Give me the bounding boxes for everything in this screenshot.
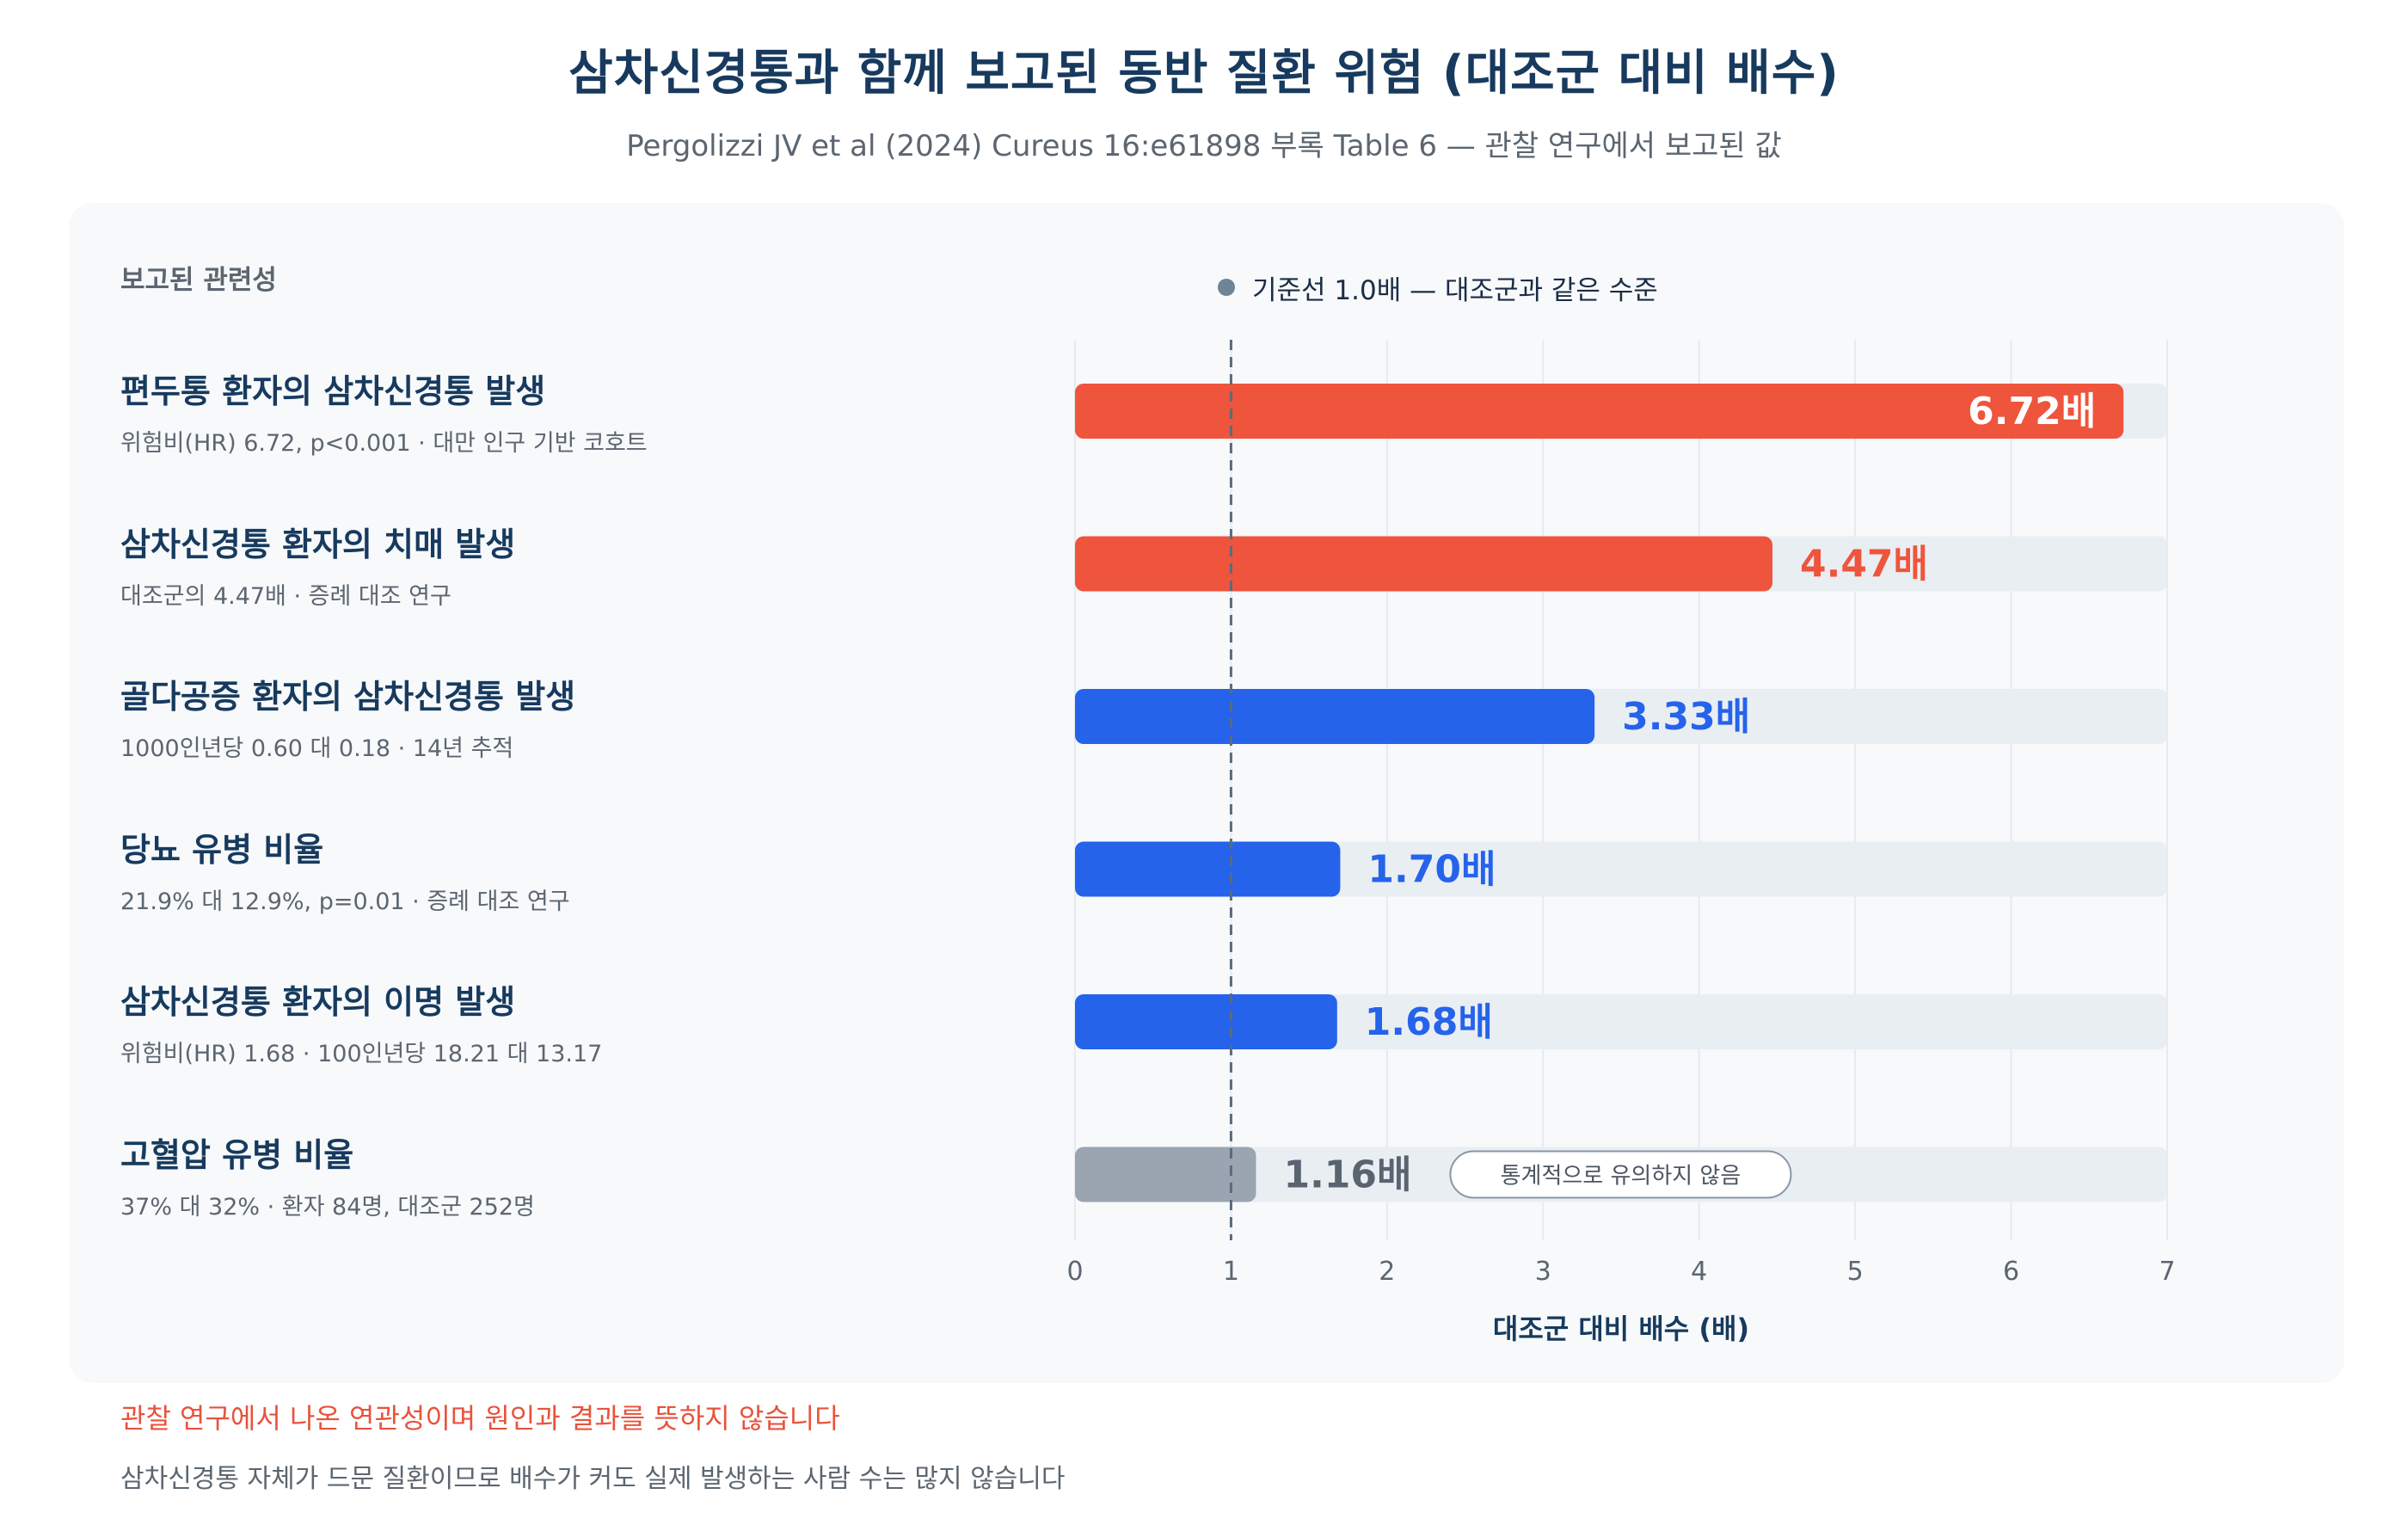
row-label: 골다공증 환자의 삼차신경통 발생 1000인년당 0.60 대 0.18 · 1… [120, 670, 1023, 763]
bar [1075, 1147, 1256, 1202]
legend: 기준선 1.0배 — 대조군과 같은 수준 [1218, 270, 1658, 306]
badge-label: 통계적으로 유의하지 않음 [1501, 1164, 1742, 1190]
bar-track [1075, 994, 2167, 1049]
value-label: 6.72배 [1968, 390, 2096, 433]
value-label: 1.70배 [1367, 848, 1496, 892]
row-label: 당뇨 유병 비율 21.9% 대 12.9%, p=0.01 · 증례 대조 연구 [120, 823, 1023, 916]
bar [1075, 384, 2124, 439]
value-label: 4.47배 [1800, 543, 1928, 587]
bar-track [1075, 841, 2167, 897]
x-axis-label: 대조군 대비 배수 (배) [1493, 1313, 1749, 1345]
row-note: 위험비(HR) 1.68 · 100인년당 18.21 대 13.17 [120, 1041, 603, 1067]
row-title: 당뇨 유병 비율 [120, 830, 324, 869]
legend-dot-icon [1218, 279, 1235, 296]
x-tick-label: 1 [1223, 1257, 1239, 1287]
x-tick-label: 6 [2003, 1257, 2019, 1287]
panel-heading: 보고된 관련성 [120, 265, 277, 296]
chart-title: 삼차신경통과 함께 보고된 동반 질환 위험 (대조군 대비 배수) [568, 46, 1840, 101]
row-title: 삼차신경통 환자의 이명 발생 [120, 983, 516, 1021]
x-tick-label: 5 [1847, 1257, 1864, 1287]
row-title: 골다공증 환자의 삼차신경통 발생 [120, 678, 576, 716]
footnote-rarity: 삼차신경통 자체가 드문 질환이므로 배수가 커도 실제 발생하는 사람 수는 … [120, 1464, 1066, 1494]
row-note: 대조군의 4.47배 · 증례 대조 연구 [120, 582, 452, 610]
row-label: 고혈압 유병 비율 37% 대 32% · 환자 84명, 대조군 252명 [120, 1128, 1023, 1221]
chart-subtitle: Pergolizzi JV et al (2024) Cureus 16:e61… [626, 129, 1782, 163]
row-note: 21.9% 대 12.9%, p=0.01 · 증례 대조 연구 [120, 888, 570, 915]
bar [1075, 841, 1341, 897]
bar [1075, 536, 1772, 592]
row-title: 삼차신경통 환자의 치매 발생 [120, 525, 516, 563]
x-tick-label: 7 [2159, 1257, 2175, 1287]
x-tick-label: 4 [1691, 1257, 1707, 1287]
row-note: 위험비(HR) 6.72, p<0.001 · 대만 인구 기반 코호트 [120, 430, 648, 457]
value-label: 1.16배 [1283, 1153, 1411, 1197]
footnote-causation: 관찰 연구에서 나온 연관성이며 원인과 결과를 뜻하지 않습니다 [120, 1402, 840, 1435]
legend-label: 기준선 1.0배 — 대조군과 같은 수준 [1252, 274, 1658, 306]
x-tick-label: 2 [1379, 1257, 1395, 1287]
value-label: 3.33배 [1622, 695, 1750, 739]
x-tick-label: 3 [1535, 1257, 1551, 1287]
row-title: 고혈압 유병 비율 [120, 1135, 354, 1174]
row-title: 편두통 환자의 삼차신경통 발생 [120, 372, 546, 410]
row-note: 37% 대 32% · 환자 84명, 대조군 252명 [120, 1193, 535, 1220]
x-tick-label: 0 [1066, 1257, 1083, 1287]
bar [1075, 994, 1337, 1049]
row-note: 1000인년당 0.60 대 0.18 · 14년 추적 [120, 735, 514, 762]
bar [1075, 689, 1595, 744]
value-label: 1.68배 [1365, 1000, 1493, 1044]
not-significant-badge [1449, 1150, 1792, 1199]
